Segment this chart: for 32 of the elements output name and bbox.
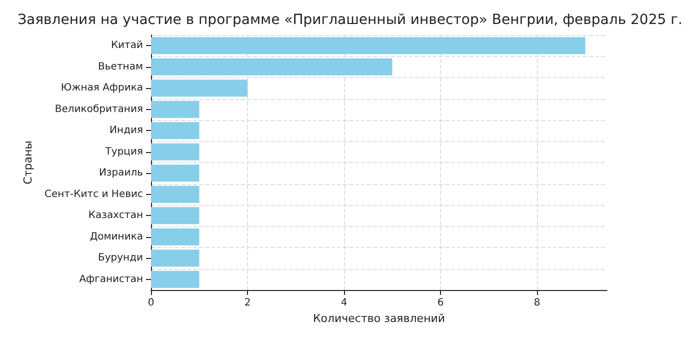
y-tick-label: Сент-Китс и Невис: [44, 188, 143, 200]
bar: [151, 164, 200, 182]
bar: [151, 58, 392, 76]
y-tick-label: Китай: [110, 40, 143, 52]
chart-title: Заявления на участие в программе «Приглашенный инвестор» Венгрии, февраль 2025 г.: [18, 12, 682, 28]
x-tick-label: 8: [534, 298, 540, 308]
x-tick-label: 2: [244, 298, 251, 308]
y-tick-label: Бурунди: [98, 252, 143, 264]
bar: [151, 270, 200, 288]
y-tick-label: Доминика: [90, 231, 143, 242]
bar: [151, 207, 200, 224]
bar: [151, 186, 200, 203]
x-tick-label: 6: [437, 298, 444, 308]
bar: [151, 122, 200, 140]
bar: [151, 100, 200, 118]
y-tick-label: Индия: [110, 125, 143, 136]
bar: [151, 37, 586, 54]
y-tick-label: Великобритания: [54, 104, 143, 115]
y-tick-label: Турция: [104, 146, 143, 158]
y-tick-label: Южная Африка: [60, 82, 143, 94]
y-axis-title: Страны: [22, 140, 35, 184]
y-tick-label: Вьетнам: [98, 61, 143, 72]
bar: [151, 250, 200, 267]
y-tick-label: Израиль: [98, 168, 144, 179]
y-tick-label: Казахстан: [88, 210, 143, 222]
x-tick-label: 0: [148, 298, 154, 308]
x-tick-label: 4: [340, 298, 348, 308]
bar: [151, 80, 248, 97]
x-axis-title: Количество заявлений: [312, 312, 446, 325]
bar: [151, 228, 200, 246]
y-tick-label: Афганистан: [79, 274, 143, 285]
bar: [151, 143, 200, 160]
